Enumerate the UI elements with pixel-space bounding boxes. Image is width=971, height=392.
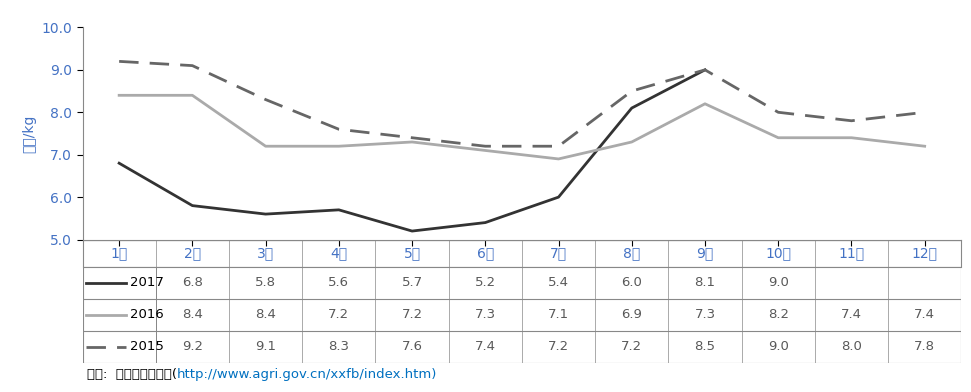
Text: 7.2: 7.2: [548, 340, 569, 353]
Text: 5.8: 5.8: [255, 276, 276, 289]
Text: 8.5: 8.5: [694, 340, 716, 353]
Text: 7.2: 7.2: [328, 308, 350, 321]
Text: 7.3: 7.3: [475, 308, 496, 321]
Text: 2월: 2월: [184, 246, 201, 260]
Text: 8.0: 8.0: [841, 340, 862, 353]
Text: 5.7: 5.7: [401, 276, 422, 289]
Text: 2016: 2016: [130, 308, 164, 321]
Text: 4월: 4월: [330, 246, 348, 260]
Text: 6.0: 6.0: [621, 276, 642, 289]
Text: 7.1: 7.1: [548, 308, 569, 321]
Text: 9.1: 9.1: [255, 340, 276, 353]
Text: 12월: 12월: [912, 246, 938, 260]
Text: 10월: 10월: [765, 246, 791, 260]
Text: 8월: 8월: [623, 246, 641, 260]
Text: 2017: 2017: [130, 276, 164, 289]
Text: 자료:  中國農業信息網(: 자료: 中國農業信息網(: [87, 368, 177, 381]
Y-axis label: 위안/kg: 위안/kg: [21, 114, 36, 152]
Text: 2015: 2015: [130, 340, 164, 353]
Text: 7.8: 7.8: [914, 340, 935, 353]
Text: 9.2: 9.2: [182, 340, 203, 353]
Text: 9.0: 9.0: [768, 340, 788, 353]
Text: 1월: 1월: [111, 246, 128, 260]
Text: 8.2: 8.2: [768, 308, 788, 321]
Text: 5.4: 5.4: [548, 276, 569, 289]
Text: 9.0: 9.0: [768, 276, 788, 289]
Text: 6.8: 6.8: [182, 276, 203, 289]
Text: 8.4: 8.4: [182, 308, 203, 321]
Text: 3월: 3월: [257, 246, 274, 260]
Text: 7.6: 7.6: [402, 340, 422, 353]
Text: 9월: 9월: [696, 246, 714, 260]
Text: http://www.agri.gov.cn/xxfb/index.htm): http://www.agri.gov.cn/xxfb/index.htm): [177, 368, 437, 381]
Text: 7.2: 7.2: [401, 308, 422, 321]
Text: 7.4: 7.4: [841, 308, 862, 321]
Text: 8.4: 8.4: [255, 308, 276, 321]
Text: 8.1: 8.1: [694, 276, 716, 289]
Text: 6.9: 6.9: [621, 308, 642, 321]
Text: 7.4: 7.4: [475, 340, 496, 353]
Text: 7.2: 7.2: [621, 340, 643, 353]
Text: 11월: 11월: [838, 246, 864, 260]
Text: 8.3: 8.3: [328, 340, 350, 353]
Text: 5월: 5월: [404, 246, 420, 260]
Text: 5.2: 5.2: [475, 276, 496, 289]
Text: 6월: 6월: [477, 246, 494, 260]
Text: 5.6: 5.6: [328, 276, 350, 289]
Text: 7월: 7월: [550, 246, 567, 260]
Text: 7.3: 7.3: [694, 308, 716, 321]
Text: 7.4: 7.4: [914, 308, 935, 321]
